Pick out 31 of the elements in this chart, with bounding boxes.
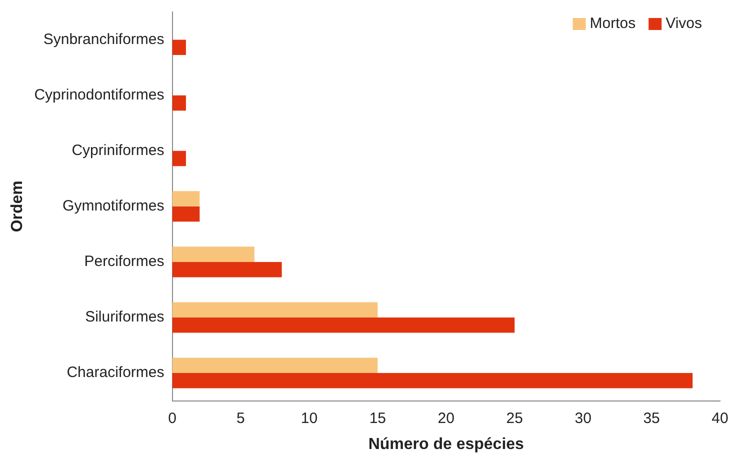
x-tick-label: 25 (506, 410, 523, 427)
bar (172, 40, 186, 56)
y-axis-title: Ordem (9, 180, 26, 232)
bar (172, 206, 200, 222)
legend-label: Vivos (666, 15, 702, 32)
bar (172, 95, 186, 111)
x-tick-label: 30 (574, 410, 592, 427)
legend-label: Mortos (590, 15, 636, 32)
x-tick-label: 15 (369, 410, 386, 427)
y-tick-label: Gymnotiformes (62, 198, 164, 215)
y-tick-label: Characiformes (66, 364, 164, 382)
x-tick-label: 0 (168, 410, 176, 427)
bar (172, 246, 254, 262)
x-tick-label: 5 (236, 410, 245, 427)
y-tick-label: Cyprinodontiformes (34, 86, 164, 104)
y-tick-label: Synbranchiformes (43, 30, 164, 48)
bar (172, 358, 378, 374)
bar (172, 150, 186, 166)
y-tick-label: Siluriformes (85, 308, 164, 326)
x-axis-title: Número de espécies (368, 436, 524, 453)
bar (172, 302, 378, 318)
x-tick-label: 35 (643, 410, 660, 427)
x-tick-label: 20 (438, 410, 454, 427)
bar (172, 373, 693, 388)
bar (172, 191, 200, 206)
y-tick-label: Cypriniformes (72, 142, 164, 159)
y-tick-label: Perciformes (84, 253, 164, 270)
x-tick-label: 10 (300, 410, 318, 427)
bar (172, 317, 515, 333)
bar (172, 262, 282, 278)
x-tick-label: 40 (712, 410, 728, 427)
